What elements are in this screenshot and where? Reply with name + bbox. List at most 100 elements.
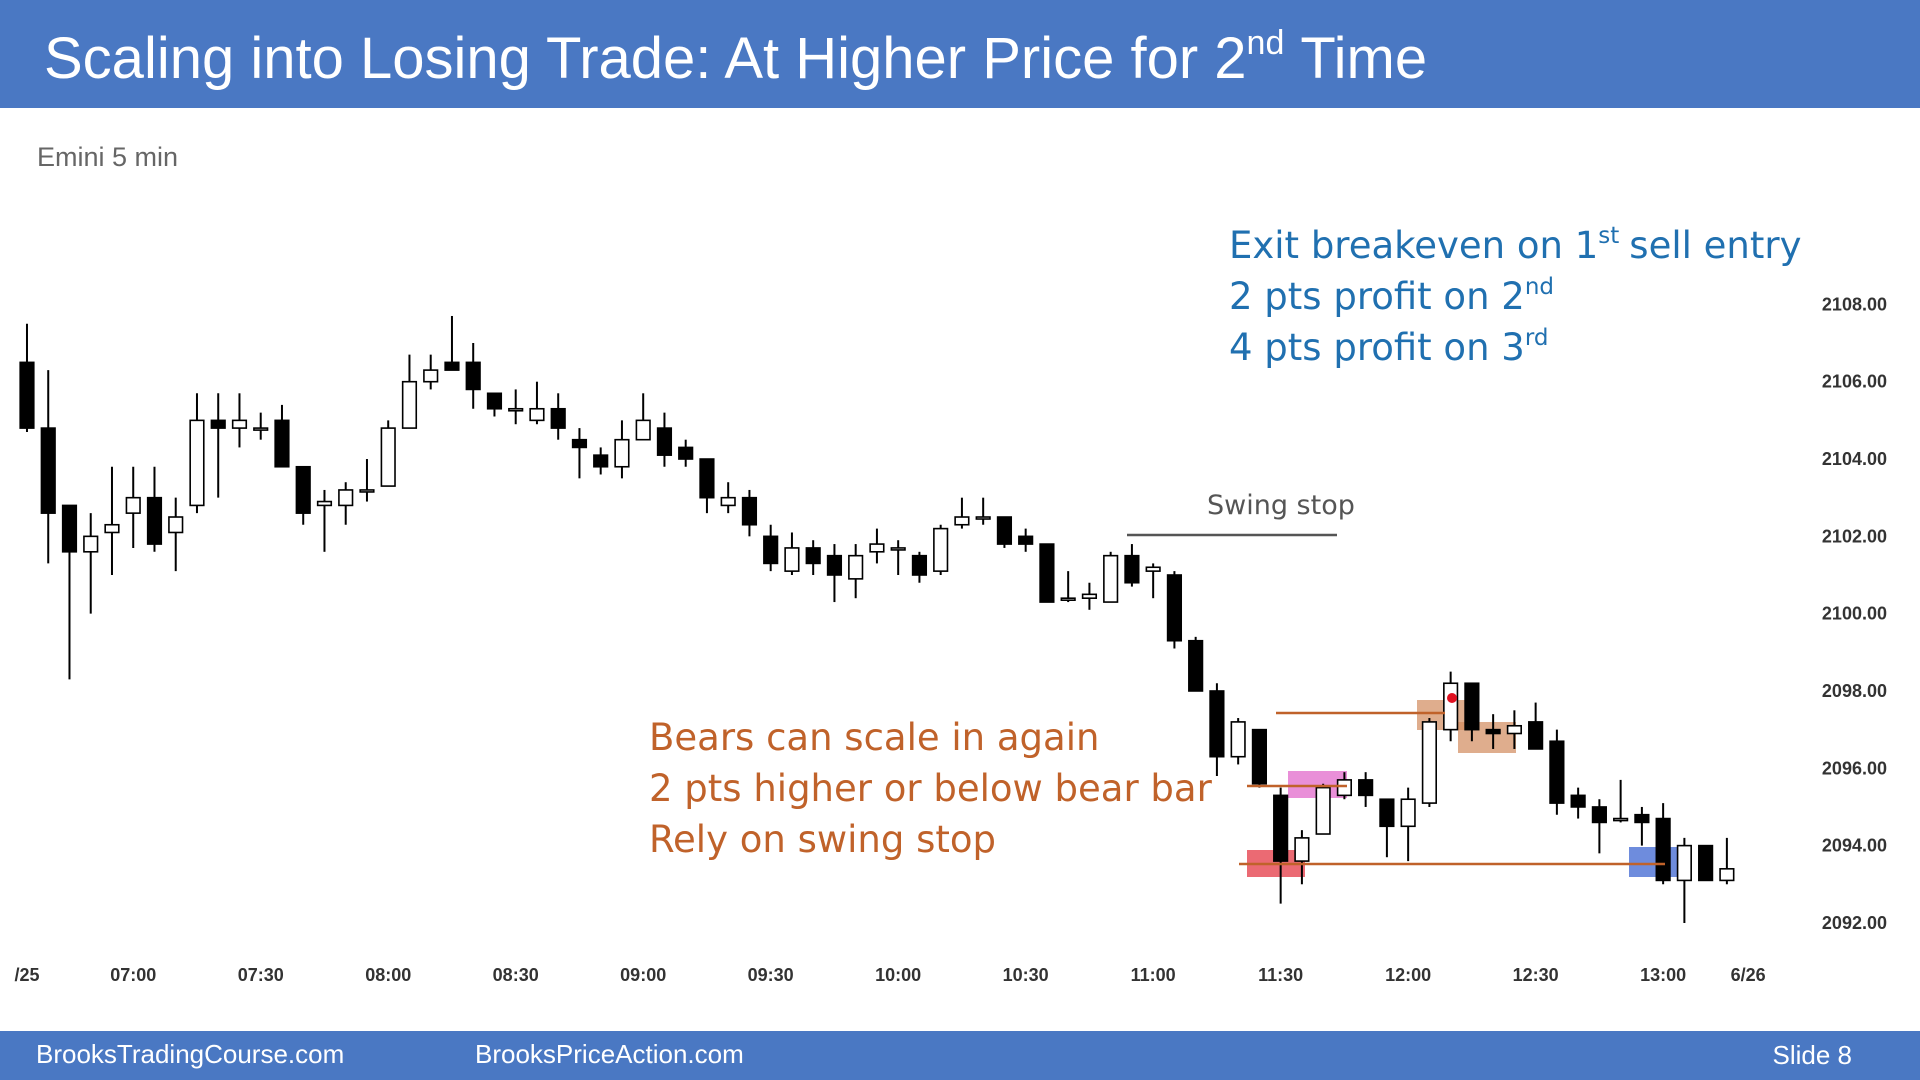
x-tick-label: 08:00 <box>365 965 411 985</box>
note-sup: st <box>1598 223 1619 249</box>
candle-body <box>1719 868 1735 882</box>
title-text-end: Time <box>1300 26 1427 91</box>
note-text: 2 pts profit on 2 <box>1229 275 1525 318</box>
candle-body <box>1549 740 1565 804</box>
note-line: Exit breakeven on 1st sell entry <box>1229 223 1802 267</box>
title-sup: nd <box>1247 24 1285 62</box>
note-line: Rely on swing stop <box>649 818 996 861</box>
candle-body <box>444 361 460 371</box>
candle-body <box>1145 566 1161 572</box>
candle-body <box>1570 794 1586 808</box>
y-tick-label: 2102.00 <box>1822 526 1887 546</box>
candle-body <box>1485 728 1501 735</box>
candle-body <box>125 496 141 514</box>
candle-body <box>1315 786 1331 835</box>
note-line: Bears can scale in again <box>649 716 1099 759</box>
candle-body <box>1209 690 1225 758</box>
y-tick-label: 2098.00 <box>1822 681 1887 701</box>
candle-body <box>1124 554 1140 584</box>
candle-body <box>1698 844 1714 882</box>
note-line: 2 pts profit on 2nd <box>1229 274 1554 318</box>
slide-number: Slide 8 <box>1773 1040 1853 1070</box>
title-bar <box>0 0 1920 108</box>
footer-bar <box>0 1031 1920 1080</box>
candle-body <box>316 500 333 507</box>
x-tick-label: 11:00 <box>1131 965 1176 985</box>
candle-body <box>1358 779 1374 797</box>
candle-body <box>19 361 35 429</box>
x-tick-label: 10:00 <box>875 965 921 985</box>
candle-body <box>210 419 226 429</box>
candle-body <box>571 438 588 449</box>
candle-body <box>168 516 184 534</box>
x-tick-label: 12:00 <box>1385 965 1431 985</box>
candle-body <box>1103 554 1119 603</box>
note-sup: nd <box>1525 274 1554 300</box>
candle-body <box>465 361 481 391</box>
candle-body <box>869 543 885 553</box>
note-text: Exit breakeven on 1 <box>1229 224 1598 267</box>
candle-body <box>1060 597 1076 601</box>
candle-body <box>359 489 375 493</box>
candle-body <box>1506 724 1522 735</box>
x-tick-label: 6/26 <box>1731 965 1766 985</box>
candle-body <box>741 496 758 526</box>
candle-body <box>933 527 949 572</box>
blue-notes: Exit breakeven on 1st sell entry 2 pts pr… <box>1229 223 1802 369</box>
candle-body <box>656 427 673 456</box>
candle-body <box>975 516 991 520</box>
x-tick-label: 09:00 <box>620 965 666 985</box>
candle-body <box>614 438 630 468</box>
note-line: 2 pts higher or below bear bar <box>649 767 1213 810</box>
candle-body <box>593 454 609 468</box>
candle-body <box>401 380 418 429</box>
y-tick-label: 2094.00 <box>1822 836 1887 856</box>
candle-body <box>529 407 545 422</box>
candle-body <box>40 427 56 514</box>
x-tick-label: 12:30 <box>1513 965 1559 985</box>
candle-body <box>720 496 736 507</box>
footer-link: BrooksPriceAction.com <box>475 1039 744 1069</box>
orange-notes: Bears can scale in again 2 pts higher or… <box>649 716 1213 861</box>
note-text: 4 pts profit on 3 <box>1229 326 1525 369</box>
candle-body <box>1018 535 1034 545</box>
y-tick-label: 2106.00 <box>1822 372 1887 392</box>
y-tick-label: 2100.00 <box>1822 604 1887 624</box>
candle-body <box>699 458 715 499</box>
candle-body <box>805 547 821 565</box>
candle-body <box>1464 682 1480 731</box>
y-tick-label: 2092.00 <box>1822 913 1887 933</box>
candle-body <box>1379 798 1395 828</box>
candle-body <box>423 369 439 383</box>
candle-body <box>1039 543 1055 603</box>
candle-body <box>826 554 843 576</box>
y-tick-label: 2104.00 <box>1822 449 1887 469</box>
x-tick-label: 11:30 <box>1258 965 1303 985</box>
candle-body <box>1613 817 1629 822</box>
x-tick-label: 07:30 <box>238 965 284 985</box>
candle-body <box>61 504 78 553</box>
y-tick-label: 2108.00 <box>1822 294 1887 314</box>
candles <box>19 315 1735 923</box>
y-tick-label: 2096.00 <box>1822 758 1887 778</box>
cursor-dot <box>1447 693 1457 703</box>
candle-body <box>1400 798 1416 828</box>
candle-body <box>848 554 864 580</box>
candle-body <box>146 496 163 545</box>
x-tick-label: 07:00 <box>110 965 156 985</box>
x-tick-label: 10:30 <box>1003 965 1049 985</box>
candle-body <box>1528 721 1544 750</box>
candle-body <box>380 427 396 487</box>
candle-body <box>1336 779 1353 797</box>
candle-body <box>253 427 269 431</box>
candle-body <box>1443 682 1459 731</box>
candle-body <box>1230 721 1246 758</box>
title-text: Scaling into Losing Trade: At Higher Pri… <box>44 26 1247 91</box>
candle-body <box>104 523 120 534</box>
candle-body <box>784 547 800 572</box>
x-tick-label: 13:00 <box>1640 965 1686 985</box>
x-tick-label: 09:30 <box>748 965 794 985</box>
candle-body <box>954 516 970 526</box>
